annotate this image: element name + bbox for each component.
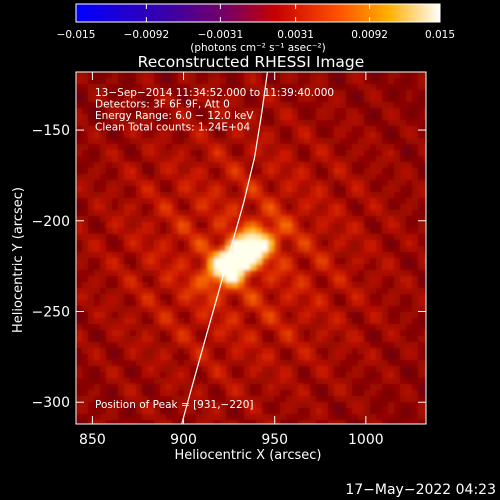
x-tick-label: 1000 [348,432,384,448]
peak-position-label: Position of Peak = [931,−220] [95,399,254,411]
observation-info: 13−Sep−2014 11:34:52.000 to 11:39:40.000… [95,87,334,134]
x-tick-label: 850 [79,432,106,448]
y-tick-label: −300 [32,395,70,411]
plot-frame [75,71,427,425]
info-line: Clean Total counts: 1.24E+04 [95,122,250,134]
colorbar-unit-label: (photons cm⁻² s⁻¹ asec⁻²) [190,42,325,54]
y-axis-label: Heliocentric Y (arcsec) [11,187,26,333]
heatmap-image [76,72,426,424]
colorbar-ticks: −0.015 −0.0092 −0.0031 0.0031 0.0092 0.015 [57,4,455,41]
x-tick-label: 950 [261,432,288,448]
colorbar-tick-label: 0.0031 [277,29,314,41]
solar-limb-curve [181,72,268,424]
info-line: Energy Range: 6.0 − 12.0 keV [95,110,254,122]
y-axis-ticks: −150 −200 −250 −300 [32,123,426,411]
info-line: Detectors: 3F 6F 9F, Att 0 [95,99,230,111]
colorbar-tick-label: 0.015 [425,29,455,41]
colorbar [75,3,441,23]
colorbar-tick-label: 0.0092 [351,29,388,41]
x-tick-label: 900 [170,432,197,448]
colorbar-tick-label: −0.0031 [198,29,244,41]
y-tick-label: −250 [32,305,70,321]
colorbar-tick-label: −0.015 [57,29,96,41]
x-axis-label: Heliocentric X (arcsec) [175,448,322,463]
y-tick-label: −200 [32,214,70,230]
colorbar-tick-label: −0.0092 [124,29,170,41]
plot-area [76,72,426,424]
chart-title: Reconstructed RHESSI Image [138,53,365,71]
info-line: 13−Sep−2014 11:34:52.000 to 11:39:40.000 [95,87,334,99]
footer-date: 17−May−2022 04:23 [345,482,496,498]
y-tick-label: −150 [32,123,70,139]
x-axis-ticks: 850 900 950 1000 [79,72,384,448]
